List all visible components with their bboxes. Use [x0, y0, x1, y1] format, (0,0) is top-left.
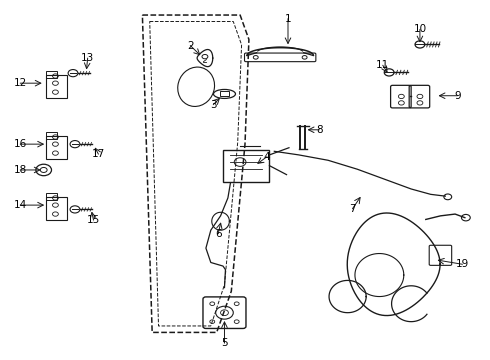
Bar — [223, 149, 270, 182]
Bar — [46, 136, 67, 159]
Text: 17: 17 — [92, 149, 105, 159]
Text: 18: 18 — [14, 165, 27, 175]
Bar — [46, 71, 57, 78]
Text: 5: 5 — [221, 338, 228, 348]
Text: 12: 12 — [14, 78, 27, 88]
Text: 3: 3 — [210, 100, 217, 110]
Text: 1: 1 — [285, 14, 292, 24]
Bar — [46, 197, 67, 220]
Text: 13: 13 — [81, 53, 94, 63]
Text: 6: 6 — [215, 229, 221, 239]
Text: 16: 16 — [14, 139, 27, 149]
Bar — [46, 193, 57, 200]
Text: 19: 19 — [456, 259, 469, 269]
Text: 10: 10 — [414, 24, 426, 35]
Text: 7: 7 — [349, 204, 356, 214]
Text: 11: 11 — [376, 60, 390, 70]
Text: 8: 8 — [316, 125, 322, 135]
Bar — [220, 91, 229, 96]
Text: 14: 14 — [14, 200, 27, 210]
Text: 15: 15 — [87, 215, 100, 225]
Text: 4: 4 — [264, 152, 270, 162]
Text: 2: 2 — [187, 41, 194, 50]
Text: 9: 9 — [454, 91, 461, 101]
Bar — [46, 132, 57, 139]
Bar — [46, 75, 67, 98]
